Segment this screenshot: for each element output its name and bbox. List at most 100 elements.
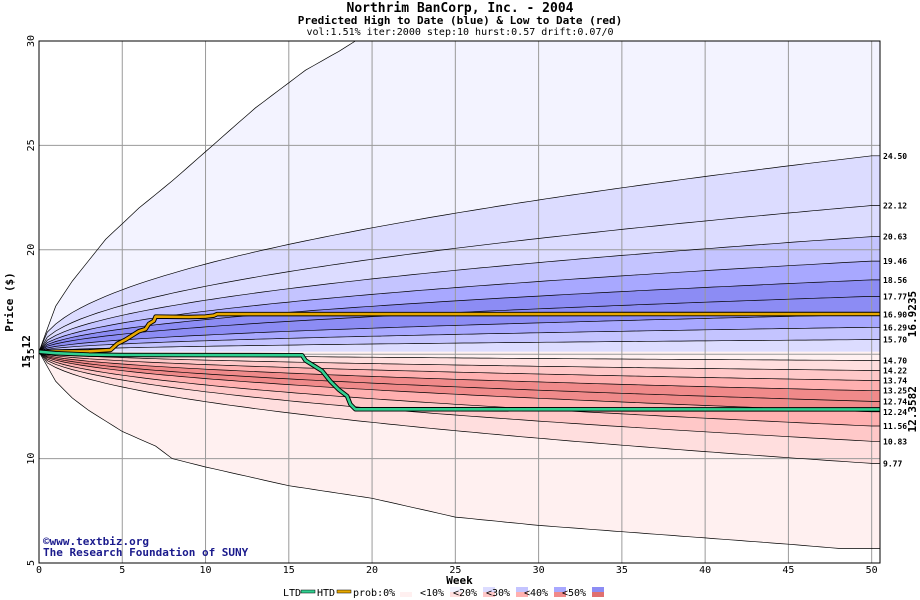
lower-envelope-line-1 [38,351,880,371]
ltd-series-line [38,350,881,411]
y-tick-label-3: 20 [26,244,37,256]
red-band-9 [39,351,880,549]
x-tick-label-8: 40 [699,565,711,576]
x-axis-ticks: 0 5 10 15 20 25 30 35 40 45 50 [36,565,878,576]
start-price-label: 15.12 [20,335,33,368]
red-band-2 [39,351,880,381]
blue-band-3 [39,236,880,352]
lower-envelope-label-0: 14.70 [883,356,907,365]
legend-label-htd: HTD [317,588,335,599]
lower-envelope-line-4 [38,351,880,402]
chart-params: vol:1.51% iter:2000 step:10 hurst:0.57 d… [306,27,614,38]
legend-swatch-6-red [554,592,566,597]
chart-title-block: Northrim BanCorp, Inc. - 2004 Predicted … [0,0,920,39]
htd-final-label: 16.9235 [906,291,919,337]
upper-envelope-label-5: 17.77 [883,292,907,301]
lower-envelope-label-3: 13.25 [883,387,907,396]
lower-envelope-line-3 [38,351,880,392]
x-tick-label-7: 35 [616,565,628,576]
x-tick-label-3: 15 [283,565,295,576]
lower-envelope-line-2 [38,351,880,381]
legend-swatch-5-red [516,592,528,597]
upper-envelope-label-8: 15.70 [883,336,907,345]
legend-swatch-7-red [592,592,604,597]
max-envelope-line [38,40,356,352]
envelope-lines [38,40,880,549]
envelope-value-labels: 24.50 22.12 20.63 19.46 18.56 17.77 16.90 16.29… [883,152,907,469]
y-tick-label-2: 15 [26,348,37,360]
blue-band-8 [39,327,880,352]
x-tick-label-4: 20 [366,565,378,576]
legend-label-3: <10% [420,588,444,599]
blue-band-5 [39,279,880,352]
upper-envelope-line-8 [38,339,880,353]
x-tick-label-5: 25 [449,565,461,576]
x-tick-label-1: 5 [119,565,125,576]
legend-swatch-htd [336,589,352,594]
chart-grid [38,40,880,564]
legend-swatch-4-red [483,592,495,597]
y-tick-label-0: 5 [26,560,37,566]
legend-label-ltd: LTD [283,588,301,599]
upper-envelope-line-0 [38,155,880,352]
upper-envelope-label-1: 22.12 [883,202,907,211]
red-band-3 [39,351,880,391]
blue-band-9 [39,339,880,352]
lower-envelope-label-1: 14.22 [883,366,907,375]
chart-legend: LTD HTD prob:0% <10% <20% <30% <40% <50% [283,587,604,599]
ltd-final-label: 12.3582 [906,386,919,432]
chart-title: Northrim BanCorp, Inc. - 2004 [346,1,574,16]
x-axis-label: Week [446,574,473,587]
lower-envelope-line-8 [38,351,880,464]
upper-envelope-label-7: 16.29 [883,323,907,332]
lower-envelope-label-5: 12.24 [883,408,907,417]
lower-envelope-line-5 [38,351,880,413]
legend-label-prob-0: prob:0% [353,588,395,599]
upper-envelope-line-6 [38,314,880,353]
y-tick-label-1: 10 [26,453,37,465]
legend-swatch-0-red [400,592,412,597]
legend-swatch-4-blue [483,587,495,592]
legend-swatch-7-blue [592,587,604,592]
lower-envelope-line-6 [38,351,880,427]
upper-envelope-line-4 [38,279,880,352]
legend-swatch-ltd [300,589,316,594]
blue-band-6 [39,296,880,352]
y-tick-label-5: 30 [26,35,37,47]
upper-envelope-label-0: 24.50 [883,152,907,161]
red-band-5 [39,351,880,412]
plot-frame [38,40,881,564]
legend-label-6: <40% [524,588,548,599]
blue-band-7 [39,314,880,352]
lower-envelope-label-6: 11.56 [883,422,907,431]
x-tick-label-10: 50 [866,565,878,576]
legend-label-7: <50% [562,588,586,599]
lower-envelope-label-7: 10.83 [883,437,907,446]
min-envelope-line [38,351,880,549]
x-tick-label-0: 0 [36,565,42,576]
blue-band-1 [39,155,880,352]
legend-swatch-5-blue [516,587,528,592]
upper-envelope-line-3 [38,260,880,352]
y-axis-label: Price ($) [3,272,16,332]
legend-swatch-6-blue [554,587,566,592]
credit-foundation: The Research Foundation of SUNY [43,546,249,559]
credit-website: ©www.textbiz.org [43,535,149,548]
upper-envelope-label-2: 20.63 [883,233,907,242]
x-tick-label-6: 30 [533,565,545,576]
lower-envelope-line-7 [38,351,880,442]
x-tick-label-2: 10 [200,565,212,576]
x-tick-label-9: 45 [782,565,794,576]
upper-envelope-line-7 [38,326,880,353]
upper-envelope-label-3: 19.46 [883,257,907,266]
upper-envelope-line-1 [38,205,880,352]
blue-band-4 [39,261,880,352]
upper-envelope-label-6: 16.90 [883,311,907,320]
blue-band-2 [39,205,880,352]
series-lines [38,311,881,412]
legend-swatch-3-red [450,592,462,597]
lower-envelope-label-4: 12.74 [883,397,907,406]
y-axis-ticks: 5 10 15 20 25 30 [26,35,37,566]
legend-swatch-3-blue [450,587,462,592]
